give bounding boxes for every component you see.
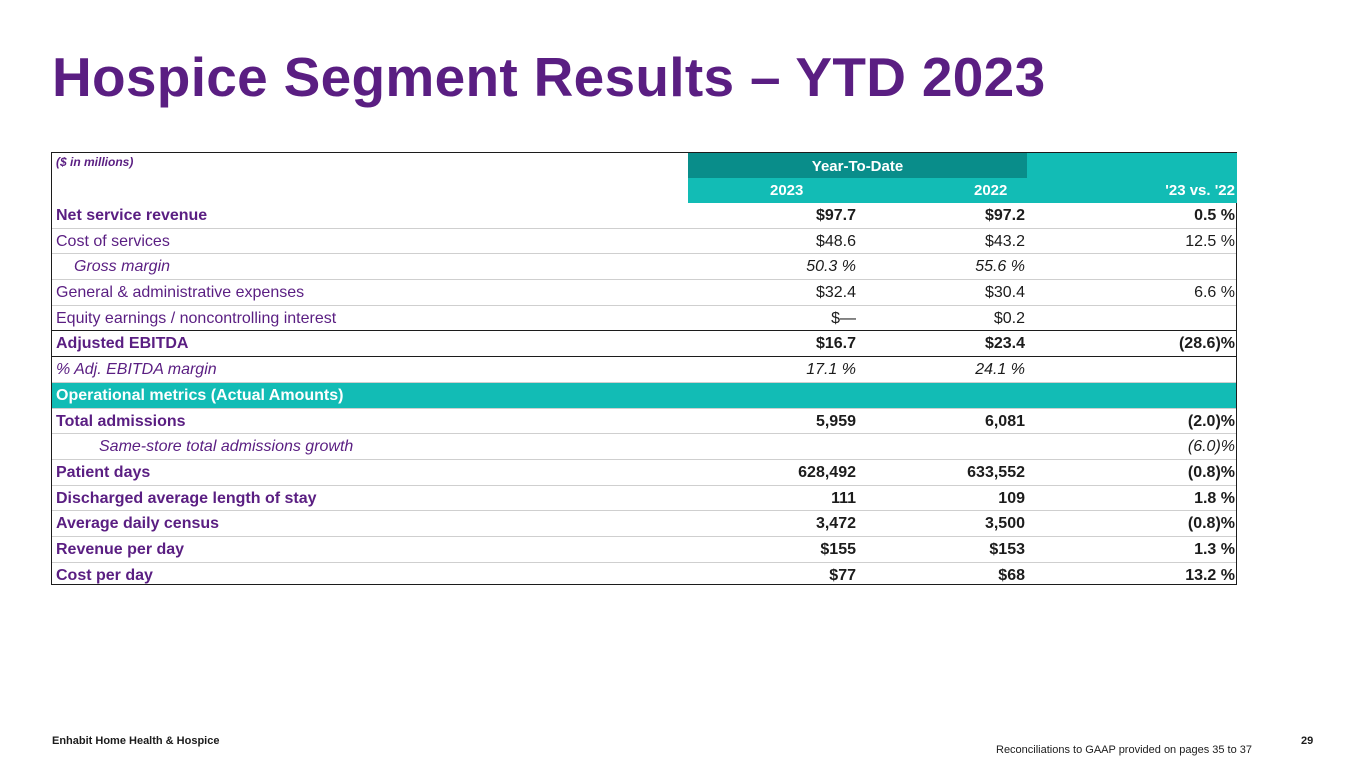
row-label: Cost per day — [56, 566, 153, 584]
value-2023: $77 — [829, 566, 856, 584]
column-header-change: '23 vs. '22 — [1165, 182, 1235, 199]
value-change: 1.8 % — [1194, 489, 1235, 507]
value-2023: 50.3 % — [806, 258, 856, 276]
row-label: Average daily census — [56, 515, 220, 533]
column-header-2022: 2022 — [974, 182, 1008, 199]
table-row: % Adj. EBITDA margin 17.1 % 24.1 % — [52, 357, 1236, 383]
value-2022: 24.1 % — [975, 361, 1025, 379]
page-title: Hospice Segment Results – YTD 2023 — [52, 46, 1046, 108]
value-2022: 109 — [998, 489, 1025, 507]
value-2023: 111 — [831, 489, 856, 507]
results-table: ($ in millions) Year-To-Date 2023 2022 '… — [51, 152, 1237, 585]
table-row: Discharged average length of stay 111 10… — [52, 486, 1236, 512]
value-2023: 3,472 — [815, 515, 856, 533]
row-label: Operational metrics (Actual Amounts) — [56, 386, 344, 404]
table-row: General & administrative expenses $32.4 … — [52, 280, 1236, 306]
value-2022: 3,500 — [984, 515, 1025, 533]
year-to-date-header: Year-To-Date — [688, 153, 1027, 178]
value-change: 13.2 % — [1185, 566, 1235, 584]
value-change: 0.5 % — [1194, 207, 1235, 224]
header-spacer — [1027, 153, 1237, 178]
column-headers: 2023 2022 '23 vs. '22 — [688, 178, 1237, 203]
value-2023: $— — [831, 309, 856, 327]
table-row: Cost of services $48.6 $43.2 12.5 % — [52, 229, 1236, 255]
table-row: Adjusted EBITDA $16.7 $23.4 (28.6)% — [52, 331, 1236, 358]
value-2022: $30.4 — [984, 284, 1025, 302]
row-label: Equity earnings / noncontrolling interes… — [56, 309, 337, 327]
value-2022: $68 — [998, 566, 1025, 584]
value-change: (0.8)% — [1187, 515, 1235, 533]
row-label: Patient days — [56, 463, 151, 481]
value-2023: 17.1 % — [806, 361, 856, 379]
value-change: (6.0)% — [1187, 438, 1235, 456]
row-label: Adjusted EBITDA — [56, 335, 189, 353]
page-number: 29 — [1301, 735, 1314, 747]
table-row: Revenue per day $155 $153 1.3 % — [52, 537, 1236, 563]
value-2023: 628,492 — [798, 463, 856, 481]
value-2023: $32.4 — [815, 284, 856, 302]
footer-note: Reconciliations to GAAP provided on page… — [996, 744, 1253, 756]
value-2023: 5,959 — [815, 412, 856, 430]
value-2022: $153 — [989, 540, 1025, 558]
row-label: General & administrative expenses — [56, 284, 305, 302]
value-2022: $0.2 — [993, 309, 1025, 327]
row-label: Discharged average length of stay — [56, 489, 317, 507]
column-header-2023: 2023 — [770, 182, 804, 199]
value-2023: $16.7 — [815, 335, 856, 353]
value-2023: $97.7 — [815, 207, 856, 224]
value-2022: 55.6 % — [975, 258, 1025, 276]
value-2022: 633,552 — [967, 463, 1025, 481]
value-2022: $23.4 — [984, 335, 1025, 353]
table-row: Patient days 628,492 633,552 (0.8)% — [52, 460, 1236, 486]
table-row: Equity earnings / noncontrolling interes… — [52, 306, 1236, 332]
value-change: (0.8)% — [1187, 463, 1235, 481]
row-label: % Adj. EBITDA margin — [56, 361, 217, 379]
value-2022: $97.2 — [984, 207, 1025, 224]
row-label: Gross margin — [74, 258, 171, 276]
table-row: Total admissions 5,959 6,081 (2.0)% — [52, 409, 1236, 435]
table-row: Operational metrics (Actual Amounts) — [52, 382, 1236, 409]
value-2023: $48.6 — [815, 232, 856, 250]
row-label: Revenue per day — [56, 540, 185, 558]
table-row: Same-store total admissions growth (6.0)… — [52, 434, 1236, 460]
table-row: Gross margin 50.3 % 55.6 % — [52, 254, 1236, 281]
row-label: Net service revenue — [56, 207, 208, 224]
units-label: ($ in millions) — [56, 155, 134, 169]
value-2022: 6,081 — [984, 412, 1025, 430]
footer-company: Enhabit Home Health & Hospice — [52, 735, 220, 747]
row-label: Same-store total admissions growth — [99, 438, 354, 456]
table-row: Average daily census 3,472 3,500 (0.8)% — [52, 511, 1236, 537]
value-change: (2.0)% — [1187, 412, 1235, 430]
value-2023: $155 — [820, 540, 856, 558]
value-2022: $43.2 — [984, 232, 1025, 250]
table-row: Net service revenue $97.7 $97.2 0.5 % — [52, 203, 1236, 229]
value-change: (28.6)% — [1178, 335, 1235, 353]
value-change: 12.5 % — [1185, 232, 1235, 250]
table-body: Net service revenue $97.7 $97.2 0.5 % Co… — [52, 203, 1236, 588]
value-change: 6.6 % — [1194, 284, 1235, 302]
row-label: Cost of services — [56, 232, 170, 250]
value-change: 1.3 % — [1194, 540, 1235, 558]
row-label: Total admissions — [56, 412, 186, 430]
table-row: Cost per day $77 $68 13.2 % — [52, 563, 1236, 589]
